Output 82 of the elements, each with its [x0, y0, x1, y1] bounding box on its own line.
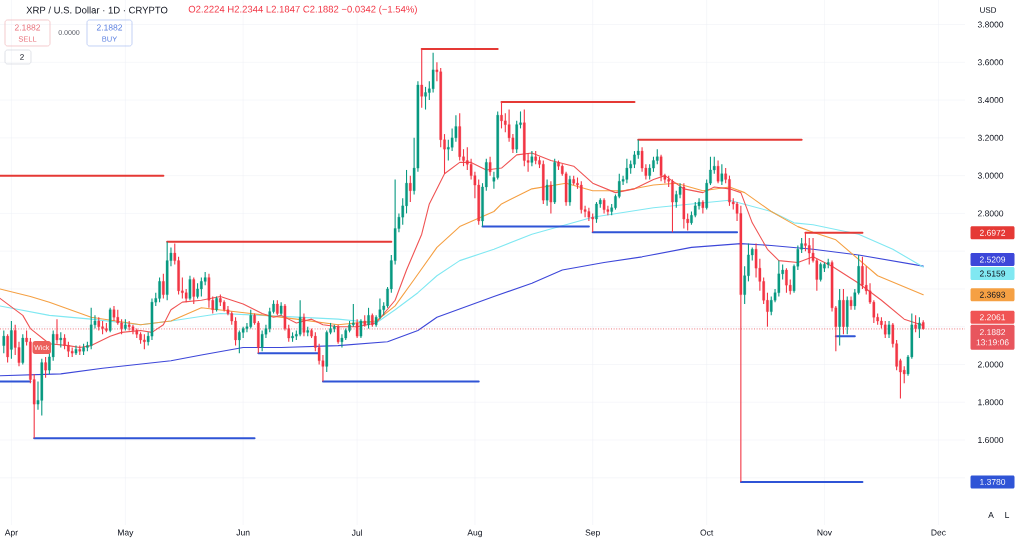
- x-tick-label: May: [118, 529, 134, 538]
- candlestick: [420, 48, 424, 109]
- x-tick-label: Sep: [585, 529, 600, 538]
- candlestick: [720, 163, 724, 186]
- candlestick: [306, 326, 310, 337]
- candlestick: [2, 329, 6, 354]
- candlestick: [238, 329, 241, 354]
- candlestick: [849, 295, 853, 311]
- annotation: 2.1882: [96, 24, 123, 31]
- candlestick: [82, 343, 85, 356]
- line-series: [0, 243, 924, 377]
- candlestick: [340, 333, 344, 349]
- x-tick-label: Dec: [931, 529, 946, 536]
- candlestick: [291, 331, 294, 343]
- candlestick: [105, 322, 108, 333]
- candlestick: [918, 316, 921, 339]
- y-tick-label: 1.8000: [978, 399, 1004, 406]
- y-tick-label: 3.2000: [977, 134, 1004, 141]
- text: 2.2061: [979, 314, 1006, 321]
- x-tick-label: Apr: [4, 529, 18, 538]
- text: USD: [980, 7, 997, 13]
- y-tick-label: 3.4000: [977, 97, 1004, 104]
- candlestick: [124, 318, 127, 332]
- candlestick: [219, 294, 222, 307]
- y-tick-label: 2.0000: [977, 361, 1004, 368]
- candlestick: [804, 231, 807, 252]
- candlestick: [44, 356, 47, 379]
- candlestick: [139, 331, 142, 345]
- text: L: [1005, 512, 1010, 518]
- candlestick: [352, 303, 355, 328]
- x-tick-label: Jun: [236, 529, 250, 536]
- candlestick: [826, 258, 830, 269]
- candlestick: [249, 309, 253, 330]
- candlestick: [652, 156, 655, 173]
- candlestick: [40, 358, 44, 417]
- y-tick-label: 3.6000: [977, 59, 1004, 66]
- candlestick: [55, 318, 59, 345]
- text: 2.5159: [979, 270, 1006, 277]
- candlestick: [279, 301, 283, 316]
- candlestick: [363, 314, 367, 328]
- candlestick: [131, 324, 135, 335]
- candlestick: [165, 241, 169, 301]
- annotation: 2: [20, 54, 24, 60]
- x-tick-label: Jul: [351, 529, 362, 536]
- x-tick-label: Oct: [700, 529, 714, 536]
- candlestick: [70, 346, 74, 358]
- text: 13:19:06: [976, 339, 1009, 346]
- candlestick: [200, 277, 203, 298]
- x-tick-label: Nov: [817, 529, 832, 536]
- candlestick: [89, 307, 93, 350]
- y-tick-label: 3.8000: [977, 21, 1004, 28]
- candlestick: [127, 320, 131, 332]
- candlestick: [921, 319, 925, 331]
- x-tick-label: Aug: [467, 529, 482, 538]
- candlestick: [108, 307, 112, 333]
- text: 2.6972: [979, 229, 1006, 236]
- text: O2.2224 H2.2344 L2.1847 C2.1882 −0.0342 (−1.54%): [188, 5, 417, 15]
- y-tick-label: 2.8000: [977, 210, 1004, 217]
- candlestick: [572, 175, 575, 186]
- candlestick: [845, 295, 849, 335]
- candlestick: [500, 101, 503, 129]
- y-tick-label: 1.6000: [978, 437, 1004, 444]
- y-tick-label: 3.0000: [977, 172, 1004, 179]
- candlestick: [74, 345, 78, 356]
- candlestick: [458, 112, 461, 162]
- candlestick: [557, 159, 560, 171]
- ref-line-label: 2.1882: [979, 329, 1006, 336]
- candlestick: [530, 150, 534, 167]
- text: 2.5209: [979, 256, 1006, 263]
- text: 2.3693: [979, 291, 1006, 298]
- candlestick: [112, 305, 116, 322]
- text: 1.3780: [980, 478, 1006, 485]
- candlestick: [21, 333, 25, 366]
- candlestick: [222, 299, 226, 313]
- candlestick: [591, 212, 594, 233]
- candlestick: [192, 277, 196, 305]
- candlestick: [701, 199, 705, 214]
- candlestick: [78, 345, 82, 356]
- text: XRP / U.S. Dollar · 1D · CRYPTO: [26, 6, 168, 14]
- annotation: 2.1882: [14, 24, 41, 31]
- text: A: [988, 512, 994, 518]
- candlestick: [424, 86, 427, 111]
